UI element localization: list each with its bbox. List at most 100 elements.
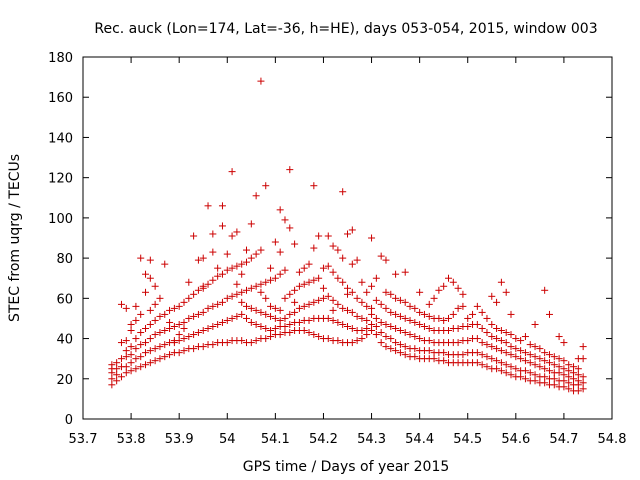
data-point bbox=[560, 357, 568, 365]
data-point bbox=[411, 318, 419, 326]
data-point bbox=[497, 347, 505, 355]
data-point bbox=[238, 337, 246, 345]
data-point bbox=[372, 331, 380, 339]
data-point bbox=[368, 310, 376, 318]
data-point bbox=[271, 238, 279, 246]
data-point bbox=[541, 286, 549, 294]
data-point bbox=[560, 365, 568, 373]
data-point bbox=[122, 337, 130, 345]
data-point bbox=[300, 264, 308, 272]
data-point bbox=[411, 353, 419, 361]
data-point bbox=[550, 353, 558, 361]
data-point bbox=[271, 325, 279, 332]
data-point bbox=[363, 288, 371, 296]
data-point bbox=[339, 254, 347, 262]
data-point bbox=[483, 329, 491, 337]
data-point bbox=[416, 288, 424, 296]
data-point bbox=[473, 335, 481, 343]
data-point bbox=[146, 359, 154, 367]
data-point bbox=[363, 302, 371, 310]
data-point bbox=[151, 300, 159, 308]
data-point bbox=[233, 280, 241, 288]
data-point bbox=[194, 310, 202, 318]
data-point bbox=[493, 365, 501, 373]
data-point bbox=[411, 304, 419, 312]
data-point bbox=[473, 349, 481, 357]
data-point bbox=[521, 333, 529, 341]
data-point bbox=[137, 254, 145, 262]
data-point bbox=[286, 320, 294, 328]
data-point bbox=[512, 345, 520, 353]
data-point bbox=[180, 347, 188, 355]
data-point bbox=[146, 274, 154, 282]
data-point bbox=[565, 361, 573, 369]
data-point bbox=[324, 232, 332, 240]
data-point bbox=[560, 371, 568, 379]
data-point bbox=[545, 359, 553, 367]
data-point bbox=[536, 355, 544, 363]
data-point bbox=[488, 333, 496, 341]
data-point bbox=[204, 280, 212, 288]
data-point bbox=[507, 363, 515, 371]
data-point bbox=[243, 286, 251, 294]
data-point bbox=[199, 254, 207, 262]
data-point bbox=[113, 365, 121, 373]
data-point bbox=[180, 318, 188, 326]
data-point bbox=[223, 266, 231, 274]
y-tick-label: 80 bbox=[56, 252, 73, 267]
data-point bbox=[218, 318, 226, 326]
data-point bbox=[425, 337, 433, 345]
data-point bbox=[483, 363, 491, 371]
data-point bbox=[142, 270, 150, 278]
data-point bbox=[204, 202, 212, 210]
data-point bbox=[194, 256, 202, 264]
data-point bbox=[416, 308, 424, 316]
data-point bbox=[454, 304, 462, 312]
data-point bbox=[387, 345, 395, 353]
data-point bbox=[372, 296, 380, 304]
data-point bbox=[209, 302, 217, 310]
data-point bbox=[137, 363, 145, 371]
data-point bbox=[392, 270, 400, 278]
data-point bbox=[348, 308, 356, 316]
data-point bbox=[526, 369, 534, 377]
data-point bbox=[113, 377, 121, 385]
data-point bbox=[502, 329, 510, 337]
data-point bbox=[372, 314, 380, 322]
data-point bbox=[363, 316, 371, 324]
data-point bbox=[464, 337, 472, 345]
data-point bbox=[108, 381, 116, 389]
x-tick-label: 54.7 bbox=[549, 432, 578, 447]
data-point bbox=[348, 325, 356, 332]
data-point bbox=[238, 288, 246, 296]
data-point bbox=[310, 182, 318, 190]
data-point bbox=[368, 320, 376, 328]
data-point bbox=[425, 347, 433, 355]
data-point bbox=[151, 316, 159, 324]
data-point bbox=[199, 308, 207, 316]
data-point bbox=[132, 316, 140, 324]
data-point bbox=[430, 355, 438, 363]
data-point bbox=[142, 288, 150, 296]
data-point bbox=[382, 288, 390, 296]
data-point bbox=[541, 349, 549, 357]
data-point bbox=[344, 322, 351, 330]
data-point bbox=[137, 341, 145, 349]
data-point bbox=[555, 363, 563, 371]
data-point bbox=[161, 327, 169, 335]
data-point bbox=[185, 278, 193, 286]
data-point bbox=[252, 282, 260, 290]
data-point bbox=[483, 341, 491, 349]
data-point bbox=[233, 228, 241, 236]
data-point bbox=[218, 202, 226, 210]
data-point bbox=[190, 232, 198, 240]
data-point bbox=[310, 244, 318, 252]
data-point bbox=[372, 322, 380, 330]
data-point bbox=[204, 325, 212, 332]
data-point bbox=[329, 268, 337, 276]
data-point bbox=[579, 355, 587, 363]
data-point bbox=[175, 349, 183, 357]
data-point bbox=[502, 288, 510, 296]
data-point bbox=[262, 310, 270, 318]
data-point bbox=[310, 276, 318, 284]
